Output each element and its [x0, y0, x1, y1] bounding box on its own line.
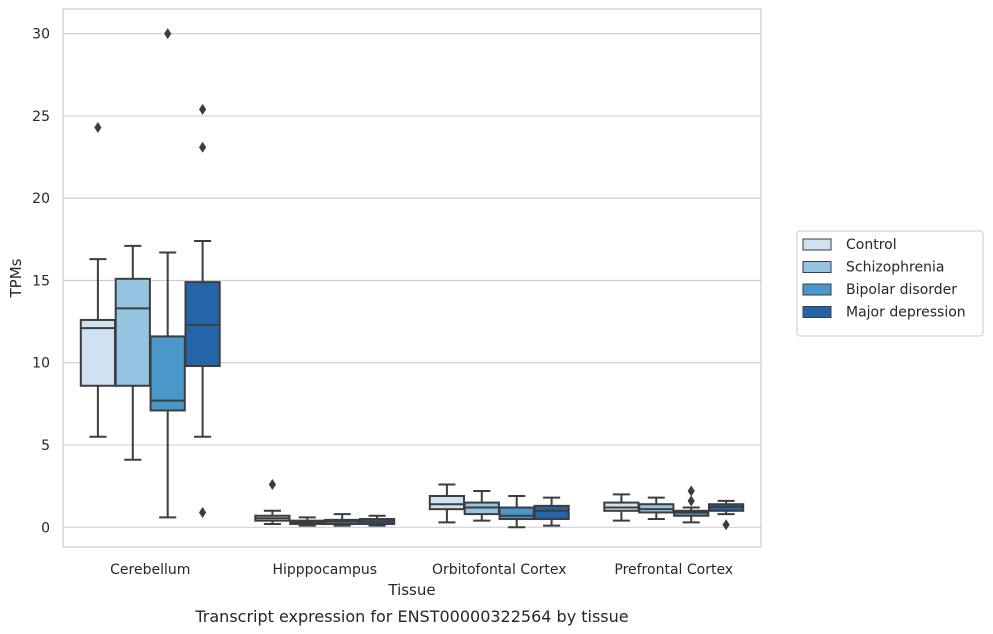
- y-tick-label: 5: [41, 438, 50, 454]
- outlier-point: [199, 141, 207, 153]
- box-0-3: [184, 103, 221, 518]
- box-body: [498, 506, 535, 521]
- chart-caption: Transcript expression for ENST0000032256…: [194, 607, 628, 626]
- outlier-point: [199, 103, 207, 115]
- x-tick-label: Hipppocampus: [272, 562, 377, 578]
- outlier-point: [722, 519, 730, 531]
- box-2-1: [463, 490, 500, 522]
- legend-swatch: [802, 306, 832, 318]
- outlier-point: [164, 28, 172, 40]
- x-tick-label: Orbitofontal Cortex: [432, 562, 567, 578]
- outlier-point: [687, 485, 695, 497]
- legend: Control Schizophrenia Bipolar disorder Majo…: [796, 230, 984, 337]
- box-body: [533, 504, 570, 521]
- legend-swatch: [802, 238, 832, 251]
- y-tick-label: 0: [41, 520, 50, 536]
- box-0-2: [149, 28, 186, 519]
- x-tick-label: Cerebellum: [110, 562, 190, 578]
- outlier-point: [94, 121, 102, 133]
- box-1-0: [254, 478, 291, 525]
- legend-label: Control: [846, 237, 897, 253]
- x-tick-label: Prefrontal Cortex: [614, 562, 733, 578]
- y-tick-label: 10: [32, 356, 50, 372]
- box-3-2: [673, 485, 710, 524]
- box-2-0: [428, 483, 466, 524]
- box-2-3: [533, 496, 570, 527]
- legend-label: Schizophrenia: [846, 260, 944, 276]
- box-1-3: [358, 514, 396, 527]
- x-axis-label: Tissue: [387, 581, 435, 599]
- legend-swatch: [802, 283, 832, 296]
- box-body: [79, 318, 117, 387]
- boxes-layer: [79, 28, 745, 531]
- box-3-1: [638, 496, 675, 521]
- box-3-3: [707, 499, 745, 531]
- outlier-point: [268, 478, 276, 490]
- y-tick-label: 30: [32, 27, 50, 43]
- box-body: [149, 335, 186, 412]
- box-1-2: [324, 513, 361, 527]
- box-0-0: [79, 121, 117, 438]
- outlier-point: [687, 495, 695, 507]
- y-tick-label: 20: [32, 191, 50, 207]
- box-body: [428, 494, 466, 511]
- legend-swatch: [802, 261, 832, 273]
- y-tick-labels: 0 5 10 15 20 25 30: [32, 27, 50, 537]
- box-0-1: [114, 244, 151, 461]
- legend-label: Major depression: [846, 305, 966, 321]
- y-tick-label: 15: [32, 273, 50, 289]
- x-tick-labels: Cerebellum Hipppocampus Orbitofontal Corte…: [110, 562, 733, 578]
- box-body: [114, 277, 151, 387]
- y-axis-label: TPMs: [7, 258, 25, 298]
- outlier-point: [199, 506, 207, 518]
- box-1-1: [289, 516, 326, 527]
- legend-label: Bipolar disorder: [846, 282, 957, 298]
- plot-frame: [62, 8, 762, 548]
- legend-frame: [796, 230, 984, 337]
- y-tick-label: 25: [32, 109, 50, 125]
- box-2-2: [498, 494, 535, 529]
- box-3-0: [603, 493, 640, 522]
